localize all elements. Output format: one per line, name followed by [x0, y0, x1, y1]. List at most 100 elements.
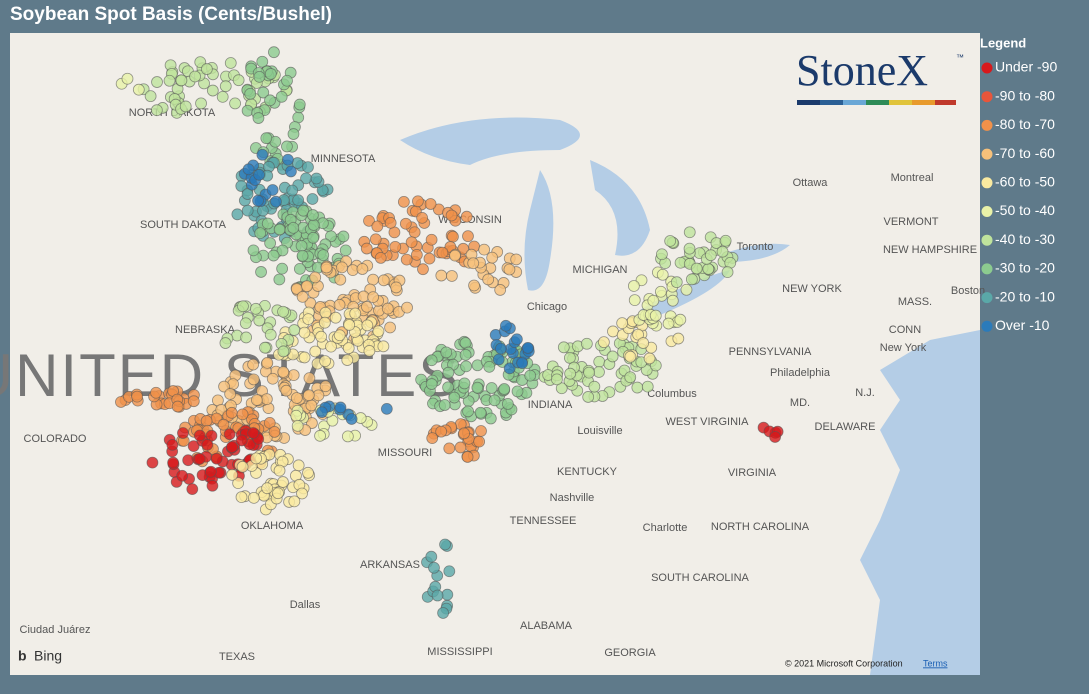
map-dot [641, 380, 654, 393]
map-label: Chicago [527, 301, 567, 313]
map-dot [550, 373, 563, 386]
ocean [860, 330, 980, 675]
map-dot [399, 217, 412, 230]
map-dot [627, 280, 640, 292]
map-dot [405, 236, 418, 249]
map-dot [296, 487, 308, 500]
map-dot [459, 348, 472, 361]
map-dot [285, 165, 297, 178]
map-dot [171, 400, 184, 413]
map-dot [273, 223, 286, 236]
map-dot [242, 163, 255, 176]
map-dot [253, 168, 266, 181]
map-dot [281, 140, 293, 153]
map-dot [769, 431, 781, 443]
map-dot [247, 427, 260, 439]
map-dot [460, 210, 473, 223]
map-dot [431, 589, 444, 602]
map-dot [511, 385, 524, 398]
map-label: VIRGINIA [728, 467, 777, 479]
map-dot [499, 319, 512, 332]
map-dot [195, 97, 207, 110]
map-dot [187, 395, 200, 408]
map-dot [461, 451, 474, 463]
map-dot [389, 240, 402, 253]
map-dot [290, 392, 303, 404]
map-dot [252, 112, 265, 124]
map-dot [226, 468, 238, 481]
map-dot [306, 193, 319, 205]
brand-mark: ™ [956, 53, 964, 62]
map-dot [252, 194, 264, 207]
map-dot [231, 208, 244, 221]
map-dot [471, 381, 484, 394]
legend-label: -90 to -80 [995, 87, 1055, 103]
map-dot [295, 239, 308, 252]
map-dot [229, 97, 241, 110]
map-dot [259, 341, 271, 354]
map-dot [349, 307, 362, 320]
map-label: CONN [889, 324, 921, 336]
map-label: MICHIGAN [573, 264, 628, 276]
map-dot [606, 350, 619, 363]
map-dot [377, 340, 390, 353]
map-dot [176, 469, 189, 482]
map-dot [719, 234, 732, 247]
map-dot [683, 226, 696, 239]
map-dot [372, 325, 385, 338]
map-dot [144, 90, 157, 103]
map-label: ALABAMA [520, 620, 573, 632]
map-dot [257, 86, 270, 99]
map-dot [200, 63, 213, 75]
map-dot [448, 391, 461, 404]
map-label: KENTUCKY [557, 466, 618, 478]
map-dot [301, 280, 313, 293]
map-dot [309, 345, 322, 358]
map-dot [286, 184, 299, 197]
map-dot [256, 55, 269, 68]
map-dot [443, 565, 456, 578]
legend-label: Over -10 [995, 317, 1050, 333]
title: Soybean Spot Basis (Cents/Bushel) [10, 4, 332, 25]
map-label: Louisville [577, 425, 622, 437]
map-dot [296, 290, 309, 303]
map-dot [582, 391, 595, 403]
map-dot [298, 326, 311, 339]
map-label: Philadelphia [770, 367, 831, 379]
map-label: New York [880, 342, 927, 354]
map-dot [201, 438, 214, 451]
map-dot [672, 332, 685, 345]
provider: Bing [34, 648, 62, 664]
map-dot [253, 70, 266, 83]
map-dot [266, 184, 279, 196]
map-dot [674, 313, 687, 326]
map-dot [637, 337, 650, 349]
terms-link[interactable]: Terms [923, 658, 948, 668]
map-dot [345, 413, 358, 425]
map-dot [282, 153, 294, 166]
map-label: SOUTH DAKOTA [140, 219, 227, 231]
map-label: NEBRASKA [175, 324, 236, 336]
map-dot [377, 274, 390, 287]
map-dot [486, 251, 499, 264]
map-dot [664, 235, 677, 247]
map-dot [309, 271, 322, 284]
map-dot [272, 487, 284, 500]
legend-swatch [981, 292, 993, 304]
map-label: MISSISSIPPI [427, 646, 492, 658]
legend-swatch [981, 234, 993, 246]
bing-logo: b [18, 648, 27, 664]
legend-label: -30 to -20 [995, 260, 1055, 276]
legend-label: -60 to -50 [995, 174, 1055, 190]
map-dot [416, 211, 429, 224]
map-dot [704, 249, 717, 262]
map-label: NORTH CAROLINA [711, 521, 810, 533]
map-dot [557, 341, 570, 354]
map-dot [219, 337, 232, 349]
map-dot [210, 452, 223, 465]
legend-label: -70 to -60 [995, 145, 1055, 161]
map-dot [482, 273, 495, 286]
brand-logo: StoneX [796, 46, 928, 95]
